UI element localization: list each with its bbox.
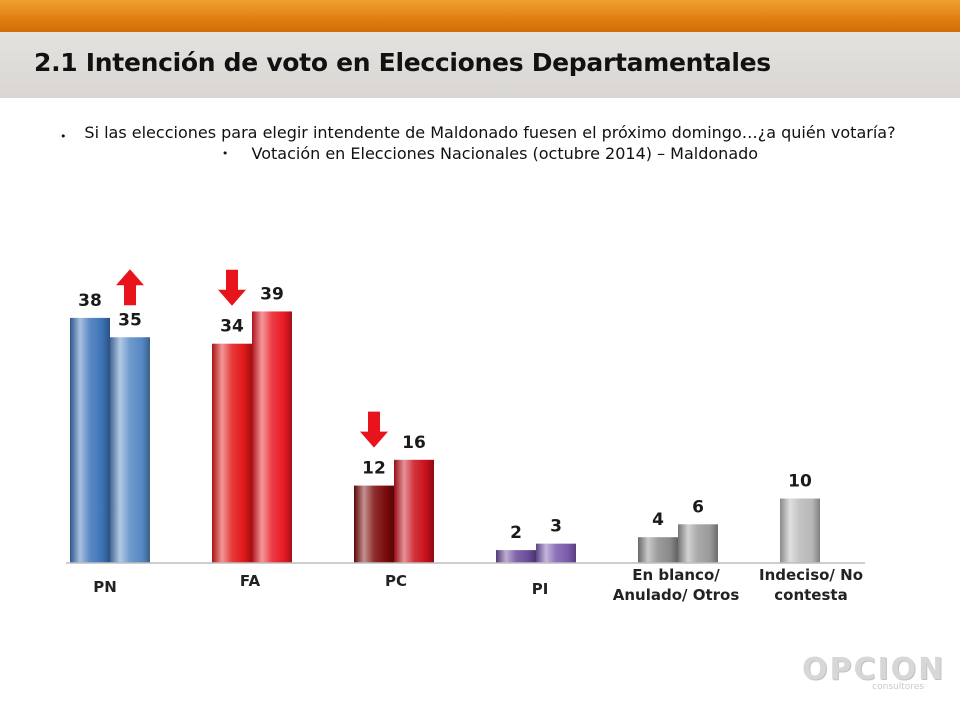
bullet-dot-icon: • — [221, 147, 229, 160]
bar-pn-departamental — [70, 317, 110, 563]
bar-pi-nacional — [536, 543, 576, 563]
bar-value-pc-nacional: 16 — [402, 433, 426, 453]
bar-en-blanco-anulado-otros-nacional — [678, 524, 718, 563]
bar-fa-departamental — [212, 343, 252, 563]
arrows-layer — [116, 269, 388, 448]
opcion-logo: OPCION consultores — [802, 652, 946, 693]
top-accent-bar — [0, 0, 960, 32]
question-bullets: • Si las elecciones para elegir intenden… — [60, 122, 920, 164]
bullet-item-reference: • Votación en Elecciones Nacionales (oct… — [60, 143, 920, 164]
bar-en-blanco-anulado-otros-departamental — [638, 537, 678, 563]
logo-subtitle: consultores — [872, 682, 924, 692]
bar-pc-departamental — [354, 485, 394, 563]
bar-value-pi-departamental: 2 — [510, 523, 522, 543]
bullet-item-question: • Si las elecciones para elegir intenden… — [60, 122, 920, 143]
bar-value-pi-nacional: 3 — [550, 517, 562, 537]
category-label-pc: PC — [385, 572, 407, 590]
bar-value-fa-nacional: 39 — [260, 284, 284, 304]
bar-pi-departamental — [496, 550, 536, 563]
bar-value-en-blanco-anulado-otros-departamental: 4 — [652, 510, 664, 530]
category-labels-layer: PN FA PC PI En blanco/Anulado/ Otros Indeciso… — [93, 566, 863, 604]
bar-value-pn-departamental: 38 — [78, 291, 102, 311]
bullet-dot-icon: • — [60, 130, 67, 143]
logo-name: OPCION — [802, 652, 946, 687]
title-band — [0, 32, 960, 98]
bar-pn-nacional — [110, 337, 150, 563]
labels-layer: 38 34 12 2 4 10 35 39 16 3 6 — [78, 284, 812, 543]
category-label-en-blanco-anulado-otros: En blanco/Anulado/ Otros — [613, 566, 740, 604]
category-label-pn: PN — [93, 578, 117, 596]
bullet-text-reference: Votación en Elecciones Nacionales (octub… — [251, 144, 759, 163]
bar-value-en-blanco-anulado-otros-nacional: 6 — [692, 497, 704, 517]
arrow-up-pn-icon — [116, 269, 144, 306]
bar-pc-nacional — [394, 459, 434, 563]
arrow-down-pc-icon — [360, 411, 388, 448]
category-label-fa: FA — [240, 572, 261, 590]
bullet-text-question: Si las elecciones para elegir intendente… — [84, 123, 896, 142]
arrow-down-fa-icon — [218, 269, 246, 306]
bar-value-pn-nacional: 35 — [118, 310, 142, 330]
bar-indeciso-no-contesta-departamental — [780, 498, 820, 563]
category-label-pi: PI — [532, 580, 549, 598]
bar-fa-nacional — [252, 311, 292, 563]
page-title: 2.1 Intención de voto en Elecciones Depa… — [34, 48, 771, 77]
bars-layer — [70, 311, 820, 563]
bar-value-fa-departamental: 34 — [220, 317, 244, 337]
bar-value-indeciso-no-contesta-departamental: 10 — [788, 472, 812, 492]
bar-value-pc-departamental: 12 — [362, 459, 386, 479]
vote-intention-chart: 38 34 12 2 4 10 35 39 16 3 6 PN FA PC PI En blanco/Anu… — [66, 269, 865, 604]
category-label-indeciso-no-contesta: Indeciso/ No contesta — [759, 566, 863, 604]
